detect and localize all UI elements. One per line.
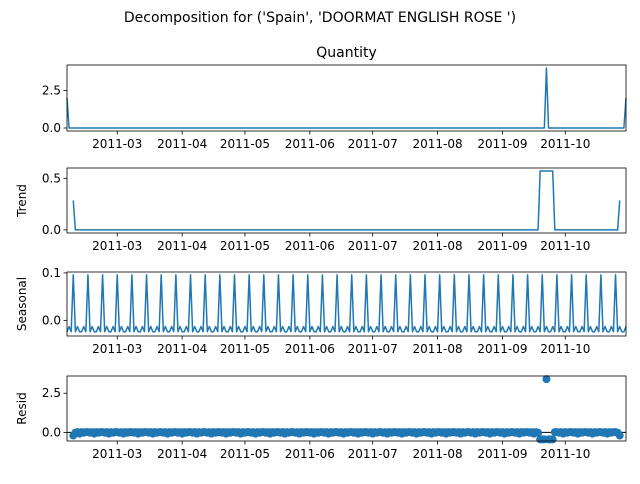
x-tick-label: 2011-10 [540, 342, 590, 356]
x-tick-label: 2011-10 [540, 447, 590, 461]
resid-point [615, 431, 624, 440]
y-tick-label: 0.5 [42, 171, 61, 185]
y-axis-label: Seasonal [15, 277, 29, 331]
x-tick-label: 2011-06 [285, 342, 335, 356]
panel-observed: 2011-03 2011-04 2011-05 2011-06 2011-07 2011-… [42, 45, 627, 151]
x-tick-label: 2011-10 [540, 239, 590, 253]
x-tick-label: 2011-09 [477, 137, 527, 151]
x-tick-label: 2011-07 [348, 239, 398, 253]
axes-frame [66, 375, 627, 442]
resid-point [548, 435, 557, 444]
resid-point [542, 375, 551, 384]
x-tick-label: 2011-06 [285, 137, 335, 151]
y-tick-label: 0.1 [42, 266, 61, 280]
y-axis-label: Resid [15, 392, 29, 424]
x-tick-label: 2011-06 [285, 239, 335, 253]
x-tick-label: 2011-05 [220, 342, 270, 356]
x-tick-label: 2011-03 [92, 137, 142, 151]
y-tick-label: 2.5 [42, 386, 61, 400]
x-tick-label: 2011-04 [157, 239, 207, 253]
x-tick-label: 2011-05 [220, 239, 270, 253]
x-tick-label: 2011-10 [540, 137, 590, 151]
y-axis-label: Trend [15, 184, 29, 218]
x-tick-label: 2011-05 [220, 137, 270, 151]
panel-resid: 2011-03 2011-04 2011-05 2011-06 2011-07 2011-… [15, 375, 627, 461]
y-tick-label: 0.0 [42, 313, 61, 327]
x-tick-label: 2011-04 [157, 342, 207, 356]
x-tick-label: 2011-03 [92, 447, 142, 461]
seasonal-series-line [66, 274, 627, 333]
x-tick-label: 2011-03 [92, 342, 142, 356]
x-tick-label: 2011-04 [157, 137, 207, 151]
panel-trend: 2011-03 2011-04 2011-05 2011-06 2011-07 2011-… [15, 167, 627, 253]
x-tick-label: 2011-09 [477, 239, 527, 253]
x-tick-label: 2011-07 [348, 342, 398, 356]
x-tick-label: 2011-06 [285, 447, 335, 461]
x-tick-label: 2011-08 [413, 137, 463, 151]
trend-series-line [72, 170, 621, 231]
panel-seasonal: 2011-03 2011-04 2011-05 2011-06 2011-07 2011-… [15, 266, 627, 356]
resid-point [534, 428, 543, 437]
x-tick-label: 2011-08 [413, 447, 463, 461]
figure-suptitle: Decomposition for ('Spain', 'DOORMAT ENG… [124, 10, 516, 26]
axes-frame [66, 167, 627, 234]
axes-frame [66, 271, 627, 337]
axes-frame [66, 64, 627, 132]
x-tick-label: 2011-07 [348, 447, 398, 461]
x-tick-label: 2011-05 [220, 447, 270, 461]
x-tick-label: 2011-07 [348, 137, 398, 151]
x-tick-label: 2011-04 [157, 447, 207, 461]
y-tick-label: 0.0 [42, 425, 61, 439]
x-tick-label: 2011-08 [413, 342, 463, 356]
x-tick-label: 2011-03 [92, 239, 142, 253]
panel-title: Quantity [316, 45, 377, 61]
y-tick-label: 0.0 [42, 121, 61, 135]
y-tick-label: 0.0 [42, 223, 61, 237]
quantity-series-line [66, 67, 627, 129]
x-tick-label: 2011-09 [477, 342, 527, 356]
y-tick-label: 2.5 [42, 84, 61, 98]
x-tick-label: 2011-08 [413, 239, 463, 253]
x-tick-label: 2011-09 [477, 447, 527, 461]
